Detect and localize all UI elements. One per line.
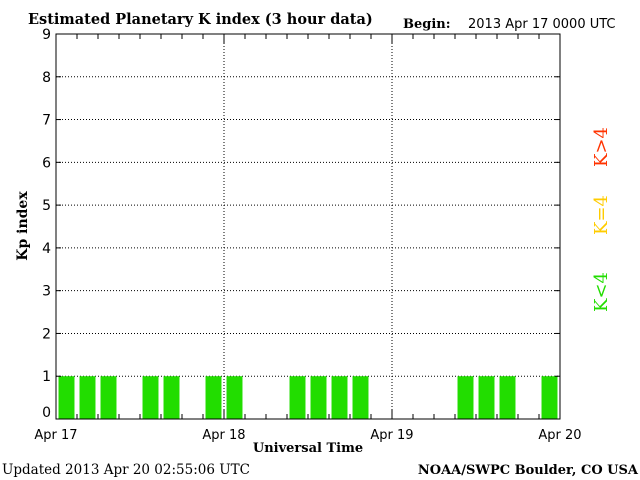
y-tick-label: 7 xyxy=(42,113,51,129)
y-tick-label: 3 xyxy=(42,284,51,300)
kp-bar xyxy=(478,376,495,419)
y-tick-label: 4 xyxy=(42,241,51,257)
kp-bar xyxy=(226,376,243,419)
kp-bar xyxy=(100,376,117,419)
x-tick-label: Apr 18 xyxy=(202,428,245,443)
data-source: NOAA/SWPC Boulder, CO USA xyxy=(418,463,639,478)
x-tick-label: Apr 17 xyxy=(34,428,77,443)
kp-bar xyxy=(457,376,474,419)
y-axis-title: Kp index xyxy=(15,191,31,261)
y-tick-labels: 0 1 2 3 4 5 6 7 8 9 xyxy=(42,27,51,421)
kp-bar xyxy=(541,376,558,419)
updated-timestamp: Updated 2013 Apr 20 02:55:06 UTC xyxy=(2,462,250,478)
y-tick-label: 5 xyxy=(42,198,51,214)
begin-value: 2013 Apr 17 0000 UTC xyxy=(468,17,616,32)
y-tick-label: 0 xyxy=(42,405,51,421)
kp-bar xyxy=(163,376,180,419)
chart-title: Estimated Planetary K index (3 hour data… xyxy=(28,11,373,28)
kp-bar xyxy=(289,376,306,419)
y-tick-label: 9 xyxy=(42,27,51,43)
kp-bar xyxy=(352,376,369,419)
x-tick-label: Apr 19 xyxy=(370,428,413,443)
begin-label: Begin: xyxy=(403,17,451,32)
x-tick-label: Apr 20 xyxy=(538,428,581,443)
kp-bar xyxy=(331,376,348,419)
kp-bar xyxy=(205,376,222,419)
kp-bar xyxy=(58,376,75,419)
plot-grid xyxy=(56,34,560,419)
kp-bar xyxy=(310,376,327,419)
plot-ticks xyxy=(55,33,561,420)
kp-bar xyxy=(499,376,516,419)
legend-k-greater-4: K>4 xyxy=(591,127,612,167)
y-tick-label: 6 xyxy=(42,155,51,171)
kp-bar xyxy=(142,376,159,419)
plot-bars xyxy=(58,376,558,419)
y-tick-label: 2 xyxy=(42,326,51,342)
y-tick-label: 8 xyxy=(42,70,51,86)
legend-k-equal-4: K=4 xyxy=(591,195,612,235)
x-axis-title: Universal Time xyxy=(253,441,363,456)
legend-k-less-4: K<4 xyxy=(591,272,612,312)
plot-frame xyxy=(55,33,561,420)
kp-bar xyxy=(79,376,96,419)
x-tick-labels: Apr 17 Apr 18 Apr 19 Apr 20 xyxy=(34,428,581,443)
y-tick-label: 1 xyxy=(42,369,51,385)
